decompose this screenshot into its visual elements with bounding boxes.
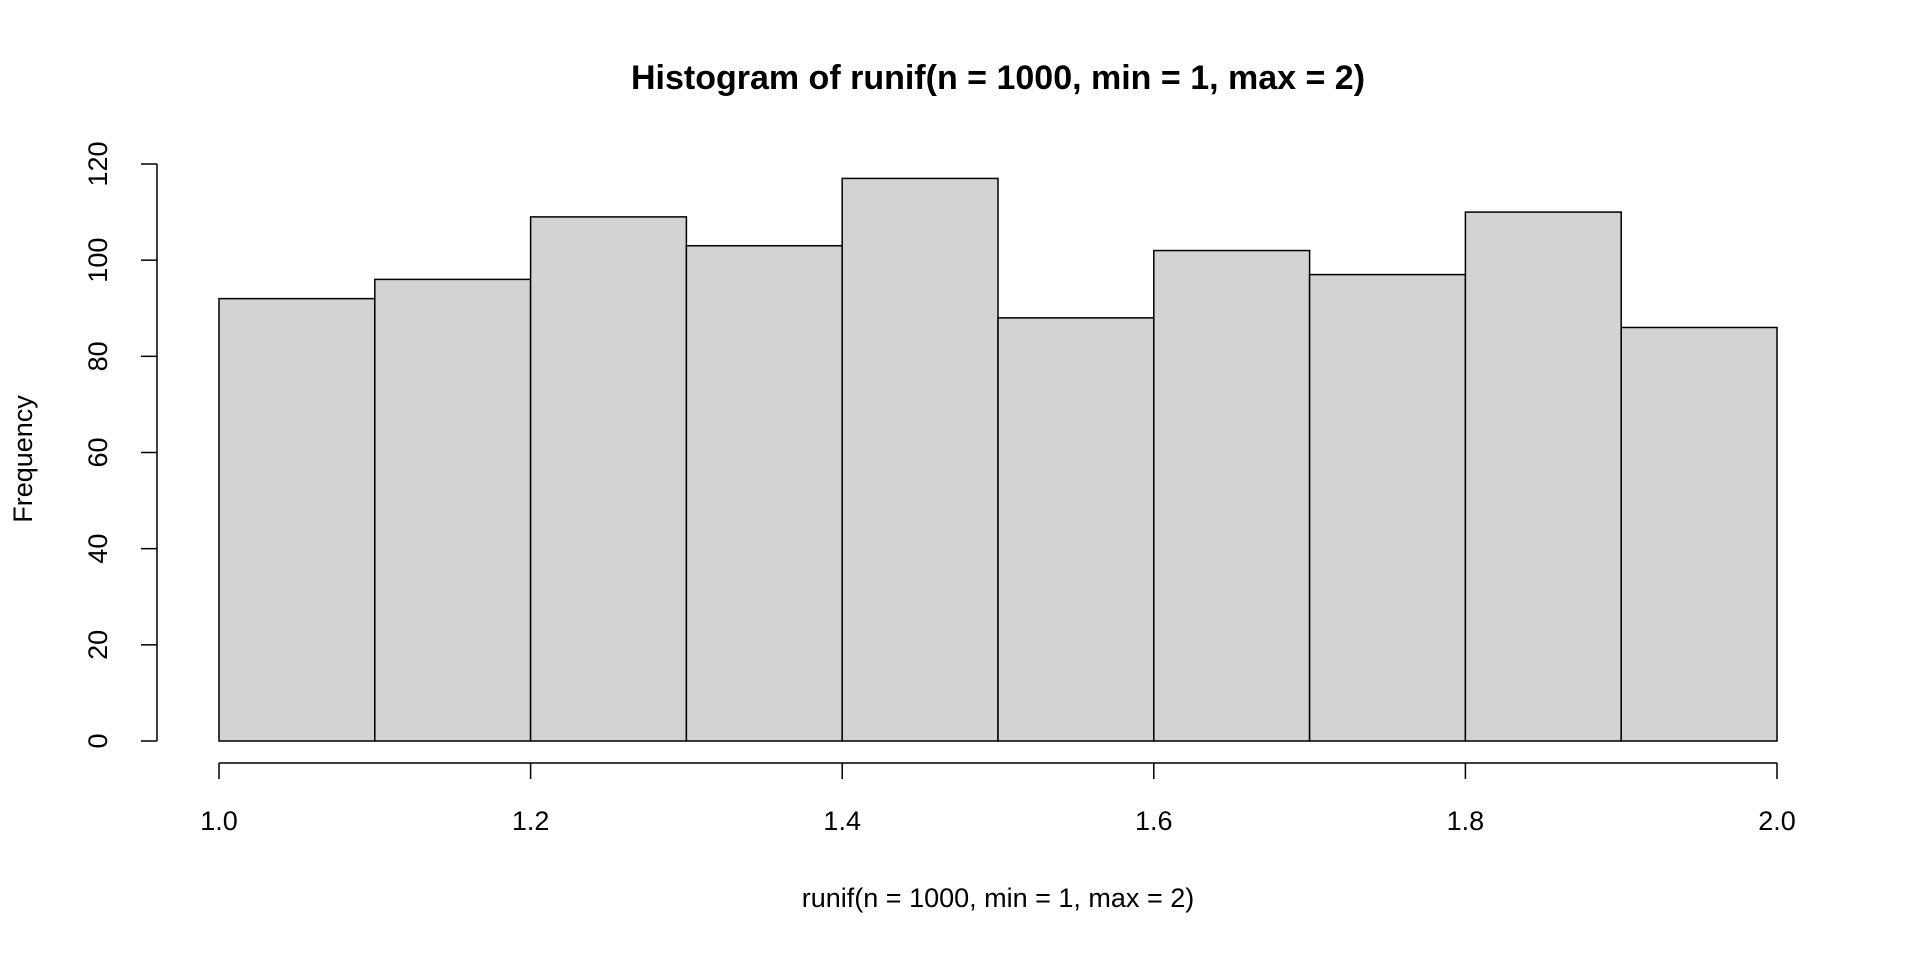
bar [1153, 249, 1311, 742]
x-tick-label: 1.6 [1135, 806, 1173, 836]
bar [1620, 326, 1778, 742]
y-tick-label: 100 [83, 238, 113, 283]
bar [685, 244, 843, 742]
bar [841, 177, 999, 742]
bar [374, 278, 532, 742]
x-axis-label: runif(n = 1000, min = 1, max = 2) [802, 883, 1194, 913]
y-tick-label: 120 [83, 141, 113, 186]
y-tick-label: 60 [83, 437, 113, 467]
y-tick-label: 80 [83, 341, 113, 371]
bar [997, 317, 1155, 742]
x-tick-label: 1.8 [1447, 806, 1485, 836]
x-tick-label: 1.4 [823, 806, 861, 836]
bar [529, 216, 688, 742]
x-tick-label: 1.0 [200, 806, 238, 836]
y-tick-label: 40 [83, 534, 113, 564]
y-tick-label: 20 [83, 630, 113, 660]
bar [218, 297, 376, 742]
y-tick-label: 0 [83, 733, 113, 748]
x-tick-label: 1.2 [512, 806, 550, 836]
bar [1308, 273, 1467, 742]
chart-title: Histogram of runif(n = 1000, min = 1, ma… [631, 59, 1365, 97]
x-tick-label: 2.0 [1758, 806, 1796, 836]
bar [1464, 211, 1622, 742]
y-axis-label: Frequency [8, 395, 38, 523]
